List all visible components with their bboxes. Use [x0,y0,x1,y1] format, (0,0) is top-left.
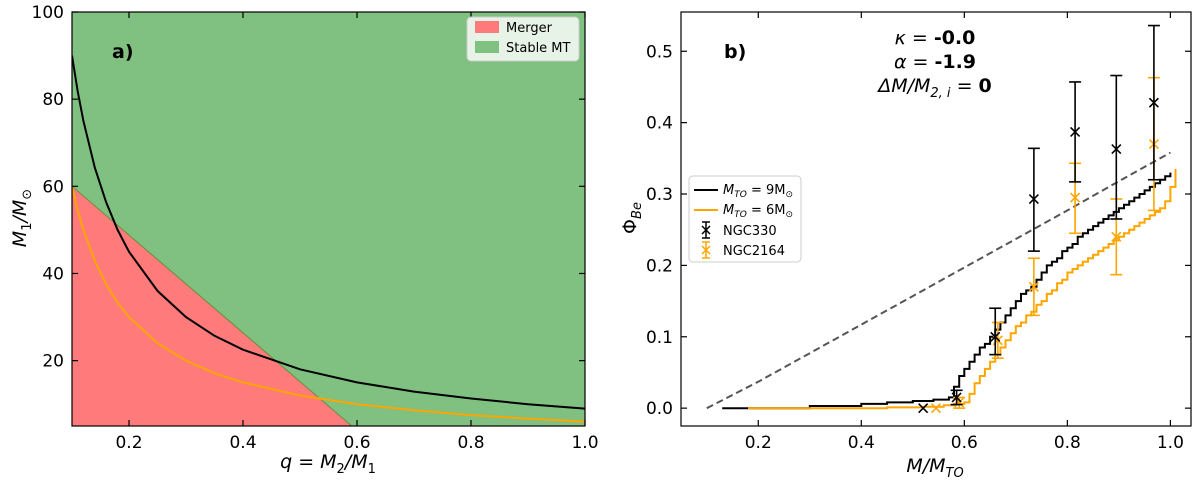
panel-b-y-tick-label: 0.1 [646,328,673,348]
panel-b-x-tick-label: 0.6 [951,433,978,453]
legend-merger-label: Merger [506,21,553,36]
errorbar-point-ngc330 [1069,81,1082,183]
step-line-mto-9 [722,172,1172,410]
errorbars-ngc330 [918,24,1160,414]
panel-a-y-tick-label: 80 [42,90,64,110]
panel-a: 0.2 0.4 0.6 0.8 1.0 20 40 60 80 100 a) Merger St… [9,3,599,477]
errorbar-point-ngc330 [989,307,1002,356]
panel-b-x-tick-label: 0.2 [745,433,772,453]
panel-b-x-tick-label: 0.4 [848,433,875,453]
legend-ngc330-label: NGC330 [723,224,777,239]
panel-a-x-tick-label: 0.8 [457,433,484,453]
panel-b-legend: MTO = 9M⊙ MTO = 6M⊙ NGC330 NGC2164 [688,175,802,263]
black-curve [72,55,585,410]
panel-b-y-ticks: 0.0 0.1 0.2 0.3 0.4 0.5 [646,42,1191,419]
panel-a-legend: Merger Stable MT [466,16,580,62]
panel-b-y-tick-label: 0.4 [646,114,673,134]
panel-a-y-tick-label: 100 [32,3,64,23]
panel-a-y-tick-label: 60 [42,177,64,197]
legend-mto9-label: MTO = 9M⊙ [723,183,793,200]
panel-b-x-tick-label: 1.0 [1157,433,1184,453]
panel-a-x-ticks: 0.2 0.4 0.6 0.8 1.0 [115,12,599,453]
errorbar-point-ngc2164 [1027,257,1040,317]
legend-ngc330-marker [701,221,711,239]
errorbar-point-ngc330 [950,389,963,406]
panel-a-frame [71,11,586,427]
panel-a-x-axis-label: q = M2/M1 [280,451,376,477]
panel-b-frame [680,11,1192,427]
legend-frame-b [688,175,802,263]
legend-ngc2164-label: NGC2164 [723,244,785,259]
panel-a-label: a) [112,41,134,63]
panel-a-x-tick-label: 0.2 [115,433,142,453]
panel-a-x-tick-label: 1.0 [571,433,598,453]
alpha-annotation: α = -1.9 [894,51,976,73]
panel-a-y-tick-label: 40 [42,264,64,284]
panel-a-y-axis-label: M1/M⊙ [9,189,35,247]
model-dashed-curve [706,151,1171,410]
panel-b-x-axis-label: M/MTO [906,455,963,481]
delta-m-annotation: ΔM/M2, i = 0 [876,75,992,101]
kappa-annotation: κ = -0.0 [895,27,976,49]
panel-b: 0.2 0.4 0.6 0.8 1.0 0.0 0.1 0.2 0.3 0.4 0.5 b) κ … [619,11,1192,481]
panel-a-x-tick-label: 0.4 [229,433,256,453]
legend-merger-swatch [475,21,499,33]
errorbar-point-ngc330 [1110,74,1123,220]
errorbar-point-ngc330 [918,403,929,414]
errorbar-point-ngc330 [1027,147,1040,252]
step-line-mto-6 [748,169,1177,410]
panel-b-y-axis-label: ΦBe [619,202,645,234]
panel-b-y-tick-label: 0.0 [646,399,673,419]
legend-stable-mt-swatch [475,41,499,53]
panel-b-y-tick-label: 0.5 [646,42,673,62]
panel-a-y-ticks: 20 40 60 80 100 [32,3,585,372]
panel-b-x-ticks: 0.2 0.4 0.6 0.8 1.0 [745,12,1184,453]
panel-b-y-tick-label: 0.3 [646,185,673,205]
orange-curve [72,186,585,423]
errorbar-point-ngc330 [1147,24,1160,181]
panel-b-label: b) [724,41,746,63]
errorbar-point-ngc2164 [930,403,942,414]
legend-ngc2164-marker [701,241,711,259]
panel-a-x-tick-label: 0.6 [343,433,370,453]
panel-b-y-tick-label: 0.2 [646,256,673,276]
legend-stable-mt-label: Stable MT [506,41,571,56]
panel-b-x-tick-label: 0.8 [1054,433,1081,453]
panel-a-y-tick-label: 20 [42,352,64,372]
legend-mto6-label: MTO = 6M⊙ [723,203,793,220]
